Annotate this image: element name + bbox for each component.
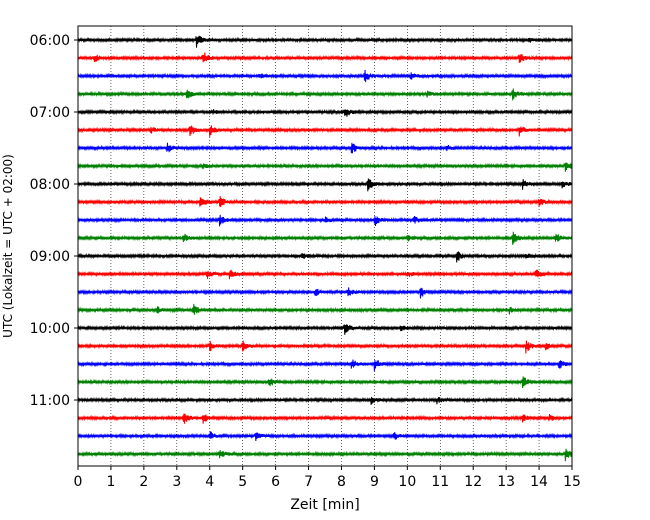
trace-line [77,269,573,280]
y-tick-label: 06:00 [30,33,70,49]
y-axis-label: UTC (Lokalzeit = UTC + 02:00) [1,154,15,338]
trace-line [77,196,573,208]
x-tick-label: 9 [370,474,379,490]
x-tick-label: 10 [398,474,416,490]
trace-line [77,69,573,83]
x-tick-label: 13 [497,474,515,490]
trace-line [77,231,573,245]
x-tick-label: 1 [106,474,115,490]
trace-line [77,88,573,101]
trace-line [77,396,573,405]
x-tick-label: 6 [271,474,280,490]
grid-lines [110,26,540,466]
x-tick-label: 3 [172,474,181,490]
trace-line [77,142,573,154]
trace-line [77,303,573,315]
trace-line [77,52,573,63]
y-tick-label: 07:00 [30,105,70,121]
x-axis-ticks: 0 1 2 3 4 5 6 7 8 9 10 11 12 13 14 15 [74,466,581,490]
x-tick-label: 0 [74,474,83,490]
trace-line [77,448,573,462]
trace-line [77,413,573,424]
x-tick-label: 7 [304,474,313,490]
x-tick-label: 5 [238,474,247,490]
trace-line [77,324,573,335]
plot-frame [77,25,573,467]
x-axis-label: Zeit [min] [290,497,359,513]
trace-line [77,35,573,48]
y-axis-ticks: 06:00 07:00 08:00 09:00 10:00 11:00 [30,33,78,409]
trace-line [77,178,573,192]
trace-line [77,108,573,117]
seismic-traces [77,35,573,462]
trace-line [77,359,573,372]
y-tick-label: 10:00 [30,321,70,337]
trace-line [77,125,573,137]
x-tick-label: 4 [205,474,214,490]
trace-line [77,251,573,263]
trace-line [77,431,573,442]
x-tick-label: 14 [530,474,548,490]
trace-line [77,214,573,227]
trace-line [77,287,573,299]
x-tick-label: 8 [337,474,346,490]
x-tick-label: 15 [563,474,581,490]
y-tick-label: 11:00 [30,393,70,409]
trace-line [77,376,573,389]
y-tick-label: 09:00 [30,249,70,265]
trace-line [77,340,573,354]
y-tick-label: 08:00 [30,177,70,193]
x-tick-label: 12 [464,474,482,490]
trace-line [77,162,573,172]
x-tick-label: 2 [139,474,148,490]
x-tick-label: 11 [431,474,449,490]
